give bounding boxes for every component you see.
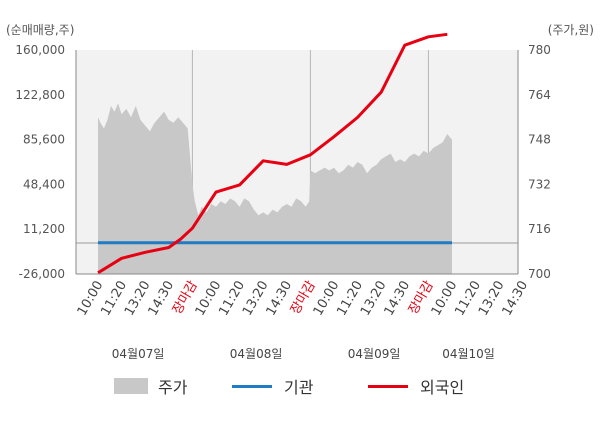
legend-label-price: 주가 <box>158 378 188 397</box>
left-tick-label: 160,000 <box>15 43 65 57</box>
x-tick-labels: 10:0011:2013:2014:30장마감10:0011:2013:2014… <box>75 278 532 318</box>
price-area-group <box>98 103 452 274</box>
right-tick-label: 748 <box>528 133 551 147</box>
legend-item-institution: 기관 <box>232 372 313 400</box>
left-axis-label: (순매매량,주) <box>6 23 74 37</box>
left-tick-label: 48,400 <box>23 177 65 191</box>
right-tick-labels: 780 764 748 732 716 700 <box>528 43 551 281</box>
right-tick-label: 780 <box>528 43 551 57</box>
date-label: 04월10일 <box>442 347 495 361</box>
foreign-line-group <box>97 32 448 275</box>
legend-label-foreign: 외국인 <box>420 378 465 397</box>
left-tick-label: 122,800 <box>15 88 65 102</box>
left-tick-label: -26,000 <box>19 267 65 281</box>
legend-swatch-foreign <box>368 384 408 388</box>
right-tick-label: 732 <box>528 177 551 191</box>
foreign-line <box>97 32 448 275</box>
legend-label-institution: 기관 <box>284 378 314 397</box>
legend-swatch-institution <box>232 384 272 388</box>
date-labels: 04월07일 04월08일 04월09일 04월10일 <box>112 347 495 361</box>
right-tick-label: 764 <box>528 88 551 102</box>
date-label: 04월09일 <box>348 347 401 361</box>
legend: 주가 기관 외국인 <box>0 372 600 400</box>
date-label: 04월07일 <box>112 347 165 361</box>
left-tick-labels: 160,000 122,800 85,600 48,400 11,200 -26,000 <box>15 43 65 281</box>
right-tick-label: 716 <box>528 222 551 236</box>
left-tick-label: 85,600 <box>23 133 65 147</box>
legend-swatch-price <box>114 378 148 394</box>
right-axis-label: (주가,원) <box>548 23 594 37</box>
right-tick-label: 700 <box>528 267 551 281</box>
legend-item-price: 주가 <box>114 372 187 400</box>
legend-item-foreign: 외국인 <box>368 372 464 400</box>
price-area <box>98 103 452 274</box>
chart: (순매매량,주) (주가,원) 160,000 122,800 85,600 48,4… <box>6 23 594 361</box>
date-label: 04월08일 <box>230 347 283 361</box>
left-tick-label: 11,200 <box>23 222 65 236</box>
